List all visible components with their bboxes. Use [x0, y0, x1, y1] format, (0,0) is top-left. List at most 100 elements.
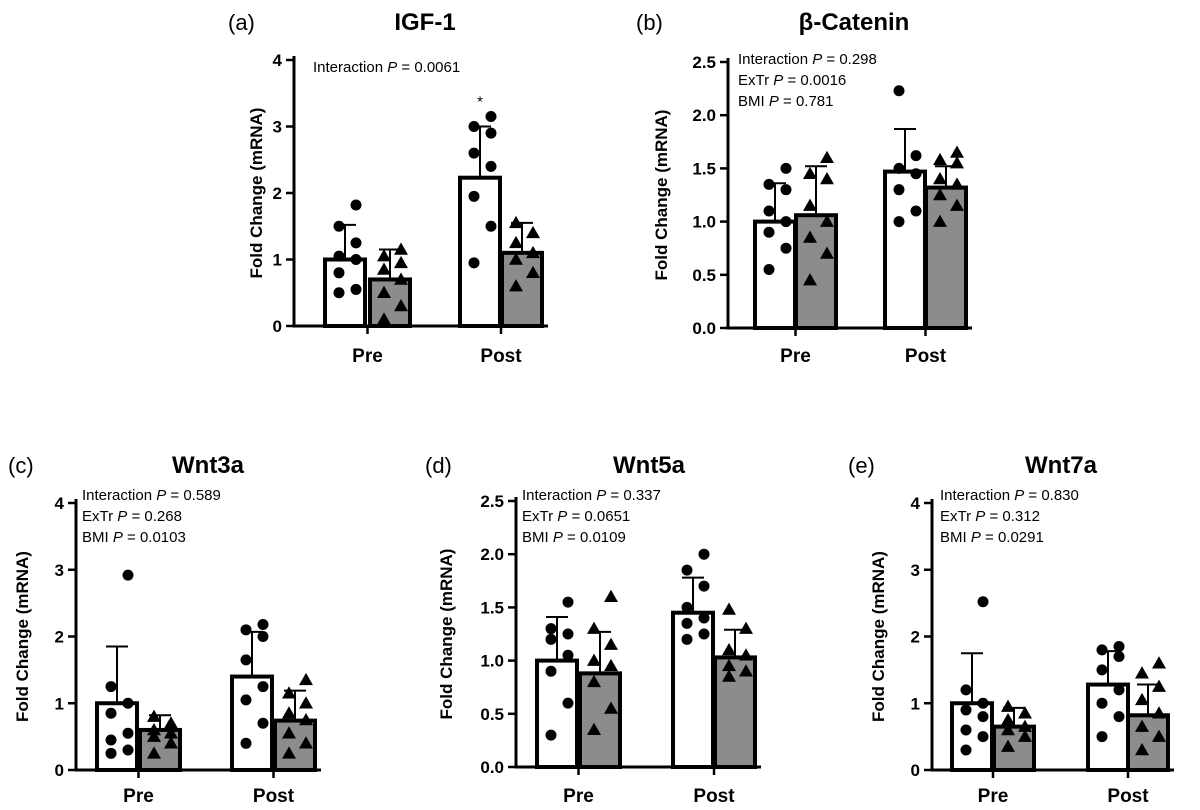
data-point-triangle [722, 602, 736, 615]
y-tick-label: 0.5 [480, 705, 504, 724]
data-point-circle [763, 226, 775, 238]
stat-value: = 0.589 [166, 487, 221, 504]
data-point-circle [910, 205, 922, 217]
p-symbol: P [769, 93, 779, 110]
data-point-circle [257, 618, 269, 630]
data-point-triangle [739, 664, 753, 677]
data-point-triangle [587, 653, 601, 666]
data-point-triangle [164, 716, 178, 729]
data-point-circle [545, 623, 557, 635]
data-point-triangle [1135, 742, 1149, 756]
stat-annotation: Interaction P = 0.298 [738, 51, 877, 68]
stat-annotation: Interaction P = 0.0061 [313, 59, 460, 76]
data-point-triangle [394, 299, 408, 312]
data-point-circle [105, 747, 117, 759]
stat-label: Interaction [82, 487, 156, 504]
data-point-triangle [1152, 729, 1166, 742]
data-point-triangle [1135, 666, 1149, 679]
x-tick-label: Post [253, 786, 295, 807]
data-point-triangle [1018, 706, 1032, 719]
x-tick-label: Pre [123, 786, 154, 807]
x-tick-label: Pre [352, 346, 383, 367]
x-tick-label: Pre [563, 786, 594, 807]
y-tick-label: 1 [55, 694, 64, 713]
y-tick-label: 2.0 [480, 545, 504, 564]
data-point-circle [333, 287, 345, 299]
data-point-triangle [739, 648, 753, 661]
stat-value: = 0.830 [1024, 487, 1079, 504]
data-point-circle [485, 127, 497, 139]
y-tick-label: 2.0 [692, 106, 716, 125]
data-point-circle [1096, 664, 1108, 676]
y-tick-label: 0.0 [692, 319, 716, 338]
stat-value: = 0.312 [985, 508, 1040, 525]
data-point-circle [960, 684, 972, 696]
data-point-triangle [933, 188, 947, 201]
data-point-triangle [299, 672, 313, 686]
data-point-triangle [1152, 679, 1166, 692]
data-point-circle [1096, 644, 1108, 656]
stat-label: Interaction [522, 487, 596, 504]
stat-value: = 0.0651 [567, 508, 630, 525]
data-point-circle [562, 649, 574, 661]
data-point-triangle [147, 746, 161, 759]
y-tick-label: 1.5 [480, 598, 504, 617]
data-point-triangle [1135, 719, 1149, 732]
data-point-triangle [820, 150, 834, 164]
data-point-circle [698, 548, 710, 560]
data-point-circle [105, 681, 117, 693]
data-point-circle [350, 199, 362, 211]
data-point-triangle [1135, 692, 1149, 706]
data-point-triangle [299, 736, 313, 749]
data-point-circle [122, 744, 134, 756]
data-point-circle [780, 216, 792, 228]
chart-title: β-Catenin [799, 9, 910, 36]
data-point-circle [485, 220, 497, 232]
y-tick-label: 3 [911, 561, 920, 580]
data-point-triangle [604, 589, 618, 603]
stat-annotation: Interaction P = 0.830 [940, 487, 1079, 504]
data-point-circle [1113, 684, 1125, 696]
data-point-triangle [1152, 706, 1166, 719]
stat-annotation: ExTr P = 0.312 [940, 508, 1040, 525]
stat-label: Interaction [940, 487, 1014, 504]
p-symbol: P [975, 508, 985, 525]
bar [794, 213, 838, 330]
data-point-triangle [394, 272, 408, 285]
data-point-circle [763, 205, 775, 217]
data-point-triangle [526, 265, 540, 279]
x-tick-label: Post [480, 346, 522, 367]
stat-annotation: BMI P = 0.0291 [940, 529, 1044, 546]
data-point-circle [240, 737, 252, 749]
data-point-triangle [147, 722, 161, 736]
data-point-circle [893, 85, 905, 97]
data-point-circle [893, 216, 905, 228]
data-point-circle [977, 596, 989, 608]
data-point-triangle [604, 637, 618, 650]
y-tick-label: 3 [55, 561, 64, 580]
y-axis-label: Fold Change (mRNA) [869, 551, 888, 722]
y-tick-label: 4 [911, 494, 921, 513]
data-point-triangle [803, 166, 817, 179]
stat-value: = 0.0291 [981, 529, 1044, 546]
data-point-triangle [950, 145, 964, 158]
y-axis-label: Fold Change (mRNA) [247, 108, 266, 279]
data-point-triangle [509, 235, 523, 249]
data-point-circle [333, 220, 345, 232]
data-point-triangle [604, 701, 618, 714]
bar [458, 175, 502, 328]
data-point-triangle [820, 214, 834, 227]
chart-panel-1: (a) IGF-1 Fold Change (mRNA) Pre Post * 0 1 2 3 4 I… [228, 9, 548, 367]
bar [368, 277, 412, 329]
p-symbol: P [1014, 487, 1024, 504]
stat-value: = 0.0016 [783, 72, 846, 89]
data-point-circle [350, 254, 362, 265]
stat-label: ExTr [940, 508, 975, 525]
bar [578, 671, 622, 769]
data-point-triangle [526, 245, 540, 259]
data-point-circle [1113, 651, 1125, 663]
data-point-triangle [587, 722, 601, 736]
data-point-triangle [299, 712, 313, 726]
p-symbol: P [156, 487, 166, 504]
data-point-triangle [604, 658, 618, 672]
